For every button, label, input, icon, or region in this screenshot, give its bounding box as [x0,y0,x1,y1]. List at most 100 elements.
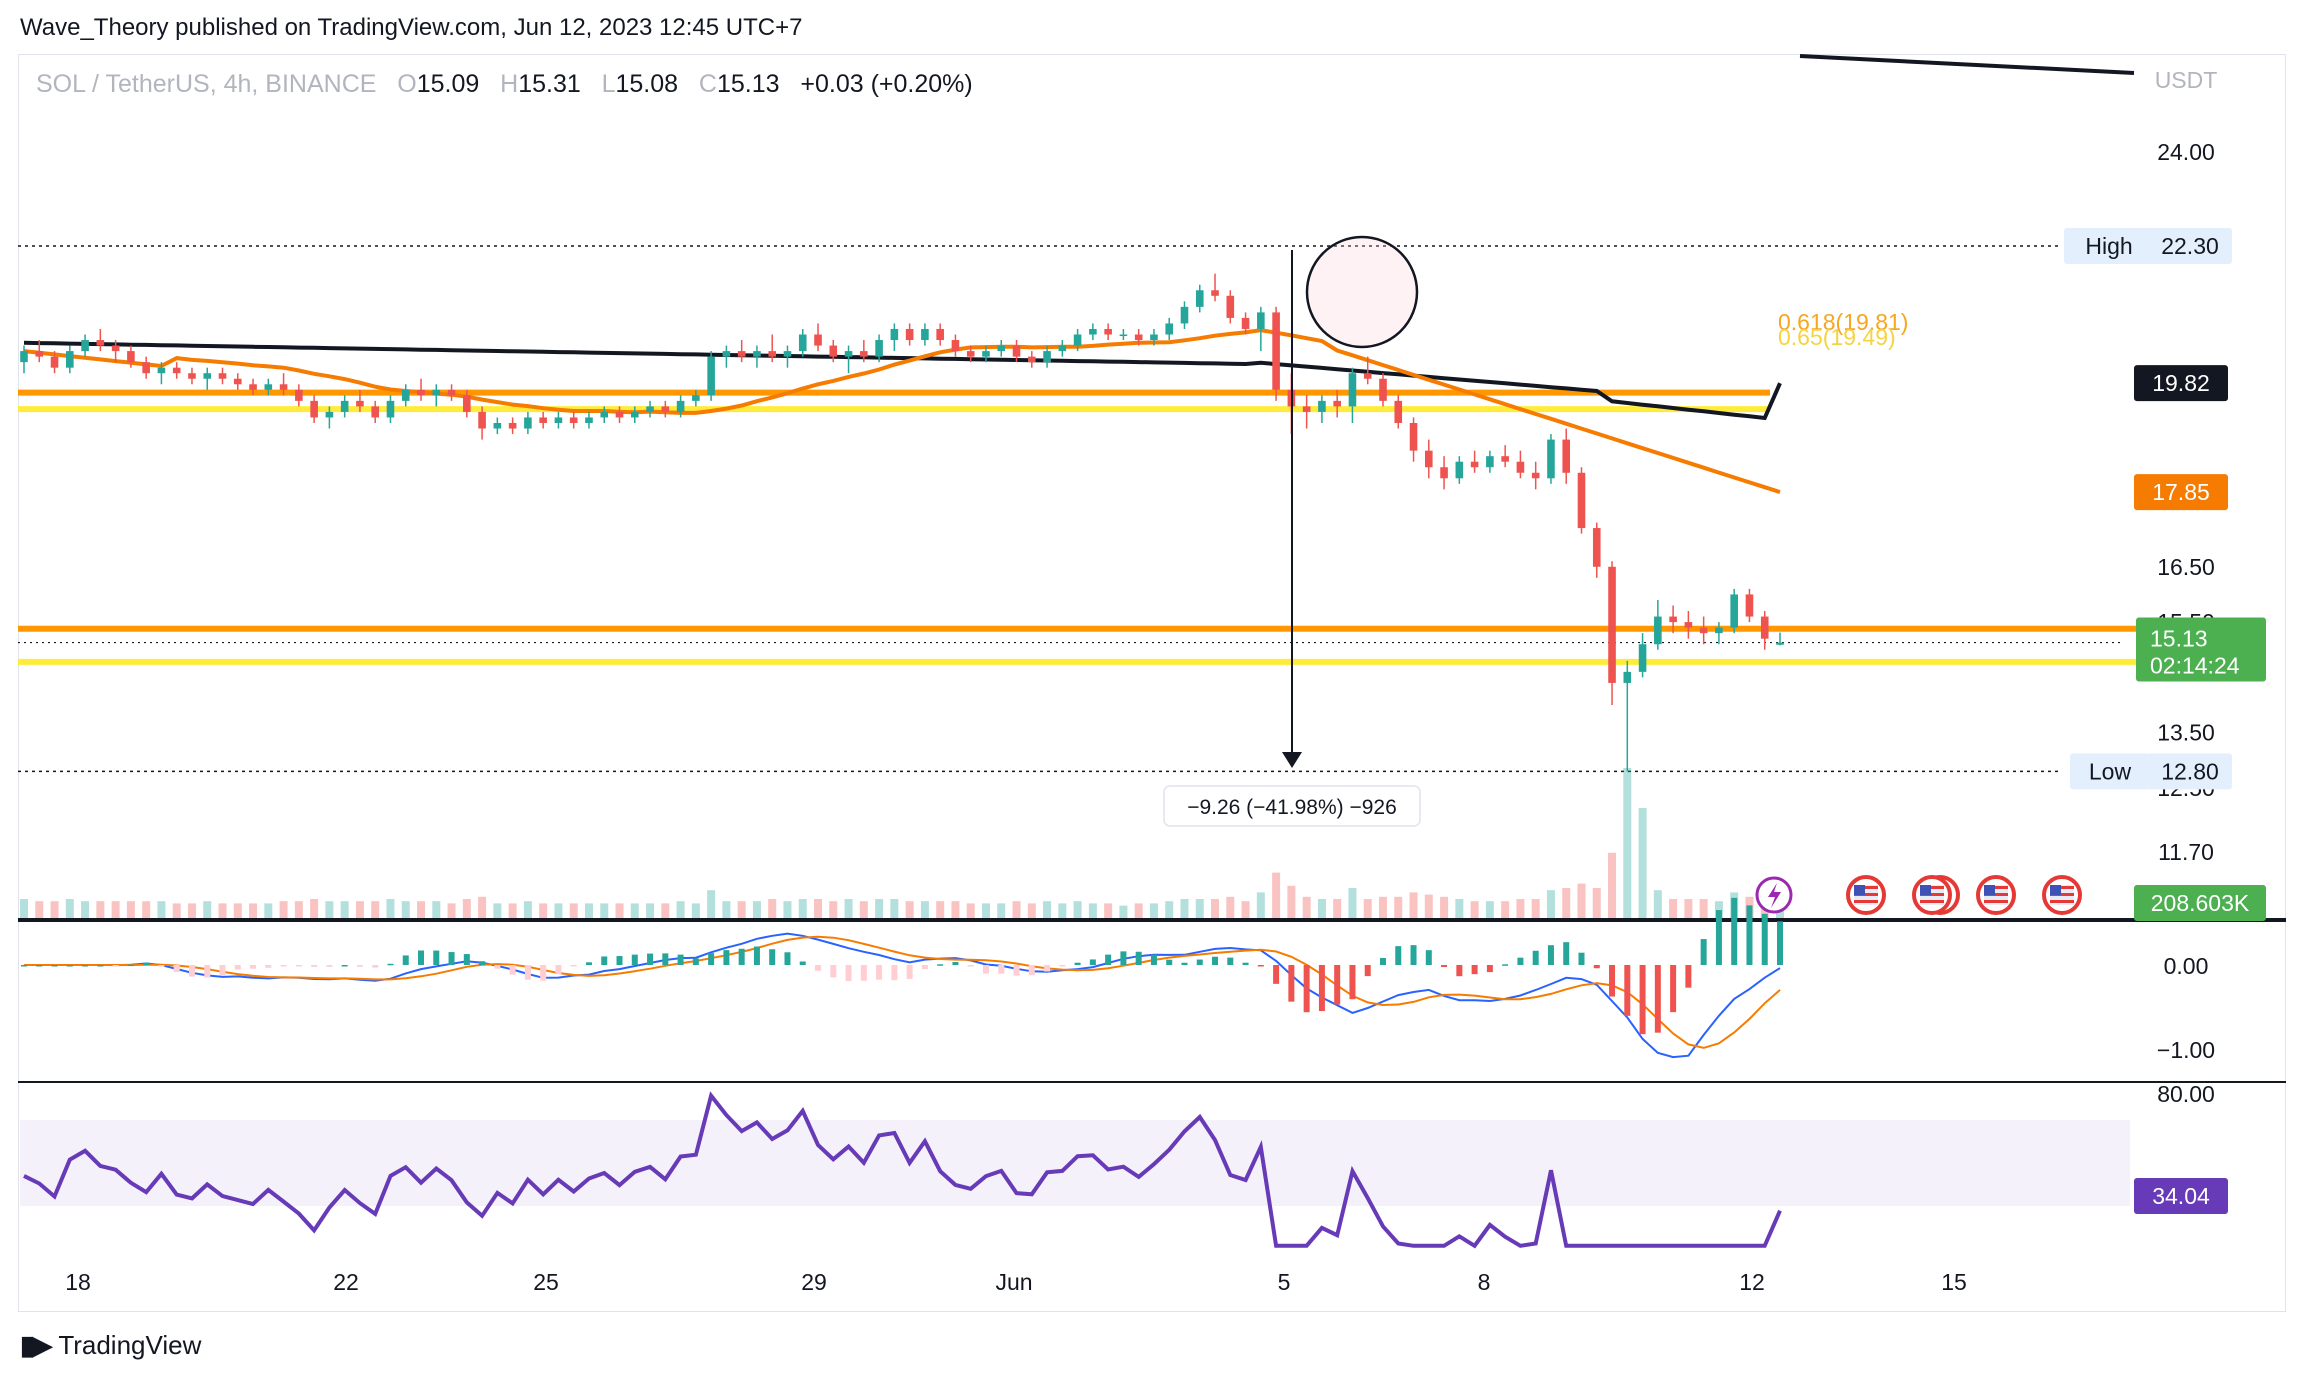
macd-signal-line [24,935,1781,1049]
candle-body-101 [1562,439,1571,473]
volume-bar-109 [1684,899,1693,918]
macd-hist-bar-44 [692,958,699,965]
candle-body-80 [1241,317,1250,329]
volume-bar-44 [691,903,700,918]
candle-body-63 [982,351,990,357]
candle-body-31 [493,422,502,429]
us-flag-icon-4[interactable] [2042,875,2082,915]
candle-body-36 [569,417,578,423]
volume-bar-106 [1638,808,1647,918]
volume-bar-7 [126,901,135,918]
volume-bar-80 [1241,901,1250,918]
brand-name: TradingView [58,1330,202,1360]
candle-body-47 [737,351,746,357]
macd-line [24,932,1781,1059]
candle-body-52 [814,334,822,346]
macd-hist-bar-51 [799,961,806,965]
macd-hist-bar-104 [1609,965,1616,997]
candle-body-100 [1547,439,1555,479]
candle-body-20 [325,411,334,418]
ma200-price-text: 19.82 [2152,370,2210,396]
us-flag-icon-3[interactable] [1976,875,2016,915]
ma50-line [23,328,1781,495]
macd-hist-bar-78 [1212,956,1219,965]
macd-hist-bar-21 [341,965,348,967]
candle-body-3 [66,351,74,368]
candle-body-0 [20,351,28,363]
macd-hist-bar-90 [1395,946,1402,965]
time-axis: 18 22 25 29 Jun 5 8 12 15 [65,1269,1967,1295]
candle-body-59 [921,328,929,341]
candle-body-24 [386,400,395,418]
candle-body-13 [218,373,227,379]
volume-bar-12 [203,901,212,918]
volume-bar-61 [951,901,960,918]
candle-body-74 [1150,334,1158,341]
macd-hist-bar-58 [906,965,913,979]
candle-body-16 [264,384,273,390]
candle-body-27 [432,389,441,396]
us-flag-icon-2[interactable] [1912,875,1960,915]
macd-hist-bar-115 [1777,921,1783,965]
candle-body-38 [600,411,609,418]
macd-hist-bar-25 [402,955,409,965]
macd-hist-bar-105 [1624,965,1631,1016]
candle-body-39 [615,411,624,418]
symbol-label[interactable]: SOL / TetherUS, 4h, BINANCE [36,70,377,98]
volume-bar-99 [1531,899,1540,918]
macd-hist-bar-19 [311,965,318,967]
volume-bar-102 [1577,883,1586,918]
volume-bar-43 [676,901,685,918]
macd-hist-bar-83 [1288,965,1295,1002]
volume-bar-9 [157,901,166,918]
us-flag-icon-1[interactable] [1846,875,1886,915]
low-label: L [601,70,616,98]
last-price-box [2136,617,2266,682]
macd-hist-bar-65 [1013,965,1020,976]
candle-body-44 [692,395,700,401]
high-label: H [500,70,519,98]
macd-hist-bar-96 [1486,965,1493,973]
volume-bar-31 [493,903,502,918]
candle-body-92 [1425,450,1433,468]
macd-hist-bar-5 [97,965,104,967]
footer-brand[interactable]: ▮▶ TradingView [20,1330,201,1361]
volume-bar-97 [1501,901,1510,918]
candle-body-110 [1699,627,1708,634]
candle-body-66 [1027,356,1036,363]
volume-bar-10 [172,903,181,918]
macd-hist-bar-67 [1044,965,1051,972]
rsi-value-box [2134,1178,2228,1214]
high-value-text: 22.30 [2161,233,2219,259]
candle-body-108 [1669,616,1677,623]
rsi-value-text: 34.04 [2152,1183,2210,1209]
macd-hist-bar-95 [1471,965,1478,975]
macd-hist-bar-4 [82,965,89,967]
lightning-icon[interactable] [1755,876,1793,914]
macd-hist-bar-107 [1654,965,1661,1033]
candle-body-73 [1134,334,1143,341]
candle-body-26 [417,389,425,396]
macd-hist-bar-63 [982,965,989,974]
candle-body-94 [1455,461,1464,479]
macd-hist-bar-14 [234,965,241,970]
candle-body-111 [1715,627,1723,634]
macd-hist-bar-13 [219,965,226,976]
candle-body-55 [860,351,868,357]
rsi-tick-0: 80.00 [2157,1081,2215,1107]
macd-hist-bar-48 [753,946,760,965]
candle-body-79 [1226,295,1235,318]
candle-body-18 [295,389,303,401]
volume-bar-83 [1287,885,1296,918]
volume-bar-87 [1348,888,1357,918]
reference-lines [18,245,2140,773]
macd-hist-bar-15 [250,965,257,969]
candle-body-103 [1592,528,1601,567]
macd-hist-bar-11 [188,965,195,977]
candle-body-95 [1470,461,1479,468]
candle-body-43 [676,400,685,412]
macd-hist-bar-91 [1410,945,1417,965]
candle-body-105 [1623,671,1632,683]
volume-bar-98 [1516,899,1525,918]
